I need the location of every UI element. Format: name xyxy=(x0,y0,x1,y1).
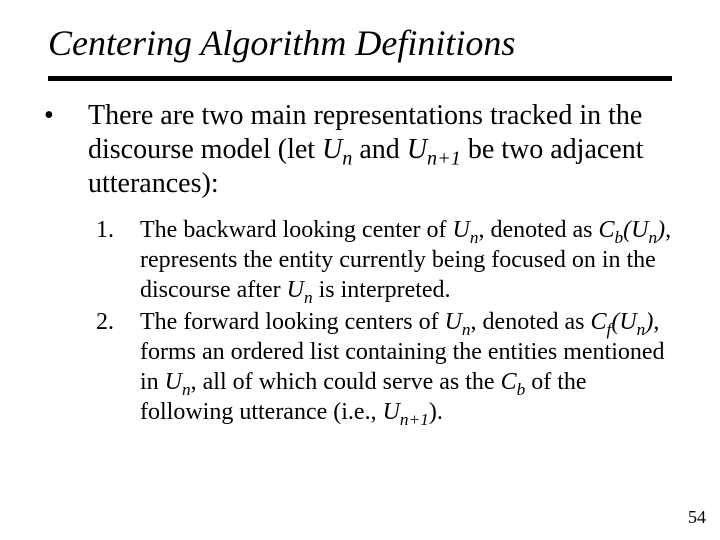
slide: Centering Algorithm Definitions • There … xyxy=(0,0,720,540)
bullet-item: • There are two main representations tra… xyxy=(40,99,680,201)
page-number: 54 xyxy=(688,507,706,528)
list-item: 1. The backward looking center of Un, de… xyxy=(96,215,680,305)
slide-body: • There are two main representations tra… xyxy=(0,99,720,427)
bullet-text: There are two main representations track… xyxy=(88,99,680,201)
list-item: 2. The forward looking centers of Un, de… xyxy=(96,307,680,427)
list-item-marker: 1. xyxy=(96,215,140,245)
list-item-text: The backward looking center of Un, denot… xyxy=(140,215,680,305)
bullet-marker: • xyxy=(40,99,88,133)
list-item-marker: 2. xyxy=(96,307,140,337)
title-rule xyxy=(48,76,672,81)
numbered-list: 1. The backward looking center of Un, de… xyxy=(40,215,680,427)
slide-title: Centering Algorithm Definitions xyxy=(0,0,720,74)
list-item-text: The forward looking centers of Un, denot… xyxy=(140,307,680,427)
